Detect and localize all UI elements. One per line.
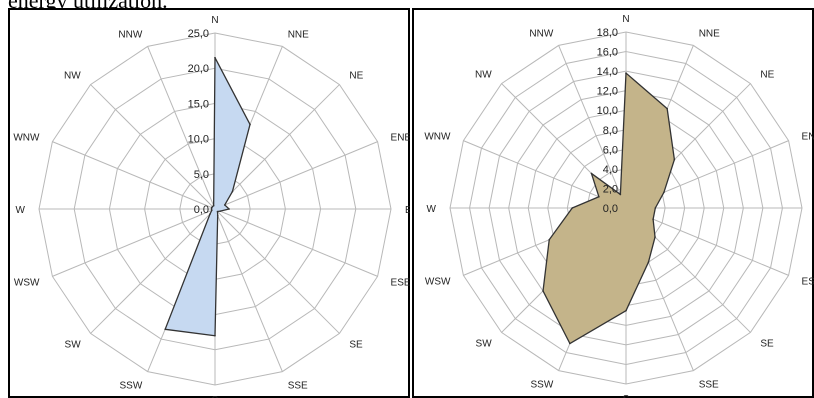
data-point-se — [654, 236, 656, 238]
data-point-s — [625, 309, 627, 312]
direction-label-nw: NW — [64, 71, 81, 82]
grid-spoke — [90, 208, 216, 334]
direction-label-wnw: WNW — [13, 132, 40, 143]
data-point-nne — [666, 107, 668, 110]
wind-rose-panel-left: 0,0 5,0 10,0 15,0 20,0 25,0 N NNE NE ENE E ESE SE SSE… — [8, 8, 410, 398]
data-point-n — [214, 56, 216, 59]
grid-spoke — [558, 45, 627, 209]
data-point-ne — [231, 190, 234, 193]
tick-label: 18,0 — [597, 27, 618, 39]
direction-label-ssw: SSW — [531, 380, 554, 391]
tick-label: 0,0 — [603, 203, 618, 215]
data-point-ssw — [164, 328, 166, 331]
data-point-ene — [663, 191, 665, 194]
grid-spoke — [214, 84, 340, 210]
tick-label: 5,0 — [194, 169, 209, 181]
direction-label-ese: ESE — [802, 277, 814, 288]
data-point-e — [654, 207, 657, 209]
direction-label-wnw: WNW — [424, 131, 451, 142]
direction-label-ene: ENE — [391, 132, 410, 143]
direction-label-sw: SW — [476, 338, 493, 349]
data-point-ssw — [569, 342, 571, 345]
grid-spoke — [147, 46, 216, 210]
direction-label-sw: SW — [65, 339, 82, 350]
tick-label: 14,0 — [597, 66, 618, 78]
tick-label: 10,0 — [188, 134, 209, 146]
wind-rose-chart-right: 0,0 2,0 4,0 6,0 8,0 10,0 12,0 14,0 16,0 18,0 N NNE N… — [424, 14, 814, 398]
data-point-nw — [211, 205, 214, 208]
data-point-w — [210, 208, 213, 210]
grid-spoke — [52, 141, 216, 210]
data-point-wsw — [548, 239, 551, 241]
tick-label: 15,0 — [188, 98, 209, 110]
direction-label-ene: ENE — [802, 131, 814, 142]
data-point-ene — [223, 204, 226, 206]
direction-label-s: S — [623, 394, 630, 398]
data-point-ne — [673, 158, 676, 161]
data-point-nne — [249, 123, 251, 126]
direction-label-nne: NNE — [288, 29, 309, 40]
data-point-sse — [216, 214, 219, 217]
tick-label: 8,0 — [603, 125, 618, 137]
data-point-wnw — [598, 195, 600, 198]
data-point-sw — [209, 213, 211, 215]
direction-label-nw: NW — [475, 70, 492, 81]
tick-label: 4,0 — [603, 164, 618, 176]
tick-label: 10,0 — [597, 105, 618, 117]
direction-label-wsw: WSW — [14, 278, 40, 289]
direction-label-n: N — [622, 14, 629, 25]
direction-label-sse: SSE — [288, 381, 308, 392]
direction-label-se: SE — [760, 338, 774, 349]
direction-label-ne: NE — [760, 70, 774, 81]
data-point-w — [571, 207, 574, 209]
data-point-nw — [590, 172, 593, 175]
direction-label-nnw: NNW — [529, 28, 553, 39]
direction-label-n: N — [211, 15, 218, 26]
data-point-e — [228, 208, 230, 210]
grid-spoke — [214, 141, 378, 210]
tick-label: 2,0 — [603, 183, 618, 195]
data-point-wnw — [210, 206, 213, 209]
tick-label: 12,0 — [597, 86, 618, 98]
direction-label-w: W — [16, 205, 26, 216]
direction-label-ese: ESE — [391, 278, 410, 289]
data-point-sw — [542, 290, 544, 292]
data-point-nnw — [619, 193, 622, 196]
direction-label-nnw: NNW — [118, 29, 142, 40]
tick-label: 6,0 — [603, 144, 618, 156]
tick-label: 0,0 — [194, 204, 209, 216]
wind-rose-panel-right: 0,0 2,0 4,0 6,0 8,0 10,0 12,0 14,0 16,0 18,0 N NNE N… — [412, 8, 814, 398]
grid-spoke — [90, 84, 216, 210]
tick-label: 25,0 — [188, 28, 209, 40]
grid-spoke — [214, 208, 340, 334]
data-point-s — [214, 334, 216, 337]
data-point-wsw — [210, 209, 213, 212]
direction-label-se: SE — [349, 339, 363, 350]
data-point-ese — [652, 218, 654, 221]
direction-label-ssw: SSW — [120, 381, 143, 392]
direction-label-sse: SSE — [699, 380, 719, 391]
direction-label-wsw: WSW — [425, 277, 451, 288]
grid-spoke — [52, 208, 216, 277]
direction-label-e: E — [405, 205, 410, 216]
grid-spoke — [214, 208, 378, 277]
direction-label-w: W — [427, 204, 437, 215]
data-point-nnw — [212, 204, 215, 207]
data-point-se — [216, 210, 219, 213]
data-point-n — [625, 72, 627, 74]
data-point-sse — [647, 261, 650, 264]
tick-label: 16,0 — [597, 47, 618, 59]
wind-rose-chart-left: 0,0 5,0 10,0 15,0 20,0 25,0N NNE NE ENE E ESE SE SSE… — [13, 15, 410, 398]
direction-label-ne: NE — [349, 71, 363, 82]
direction-label-nne: NNE — [699, 28, 720, 39]
data-point-ese — [219, 210, 222, 212]
grid-spoke — [214, 208, 283, 372]
tick-label: 20,0 — [188, 63, 209, 75]
direction-label-s: S — [212, 395, 219, 398]
